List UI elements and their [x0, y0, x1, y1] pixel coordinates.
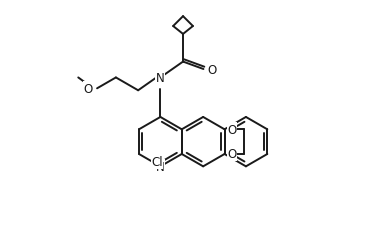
Text: O: O: [84, 82, 93, 95]
Text: O: O: [228, 148, 237, 161]
Text: O: O: [207, 63, 217, 76]
Text: N: N: [156, 72, 165, 85]
Text: Cl: Cl: [151, 156, 163, 169]
Text: N: N: [156, 160, 165, 173]
Text: O: O: [228, 123, 237, 136]
